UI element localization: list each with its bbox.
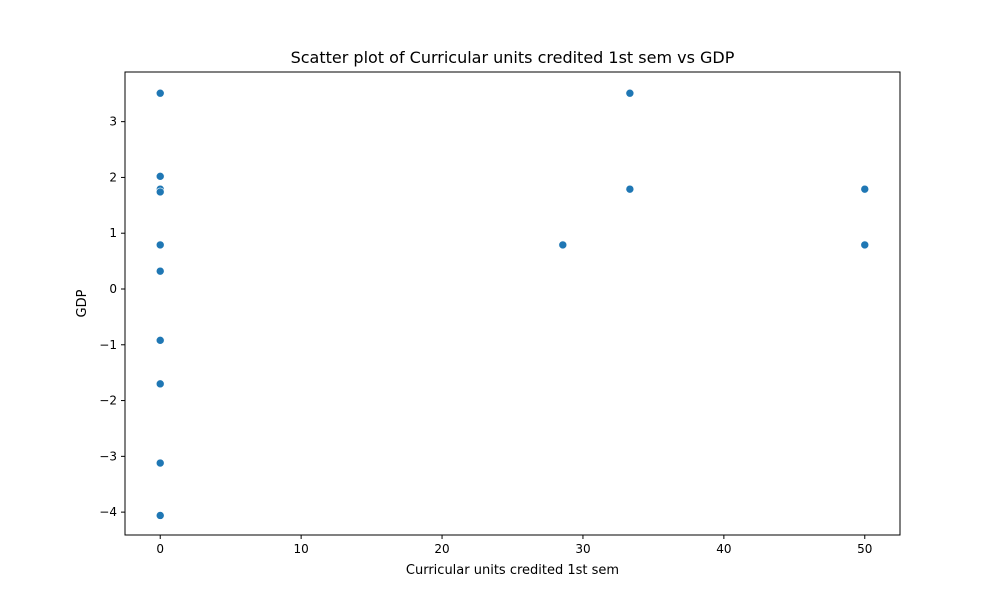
plot-area [125,72,900,535]
data-point [155,266,165,276]
data-points [155,88,870,520]
y-tick-label: −4 [99,505,117,519]
x-tick-label: 40 [716,542,731,556]
data-point [155,88,165,98]
x-tick-label: 50 [857,542,872,556]
y-tick-label: −3 [99,449,117,463]
data-point [625,184,635,194]
y-tick-label: −2 [99,394,117,408]
x-tick-label: 10 [293,542,308,556]
data-point [155,240,165,250]
data-point [860,240,870,250]
data-point [625,88,635,98]
x-tick-label: 20 [434,542,449,556]
data-point [155,336,165,345]
y-tick-label: 2 [109,170,117,184]
data-point [155,458,165,468]
data-point [155,379,165,389]
x-axis-label: Curricular units credited 1st sem [406,563,619,578]
x-tick-label: 0 [156,542,164,556]
y-axis-ticks: −4 −3 −2 −1 0 1 2 3 [99,115,125,519]
plot-frame [124,71,901,536]
y-tick-label: 0 [109,282,117,296]
data-point [558,240,568,250]
data-point [860,184,870,194]
y-tick-label: 3 [109,115,117,129]
chart-title: Scatter plot of Curricular units credite… [291,48,735,67]
data-point [155,172,165,181]
data-point [155,511,165,520]
y-tick-label: −1 [99,338,117,352]
y-tick-label: 1 [109,226,117,240]
y-axis-label: GDP [75,289,90,317]
data-point [155,187,165,197]
x-axis-ticks: 0 10 20 30 40 50 [156,535,872,556]
x-tick-label: 30 [575,542,590,556]
